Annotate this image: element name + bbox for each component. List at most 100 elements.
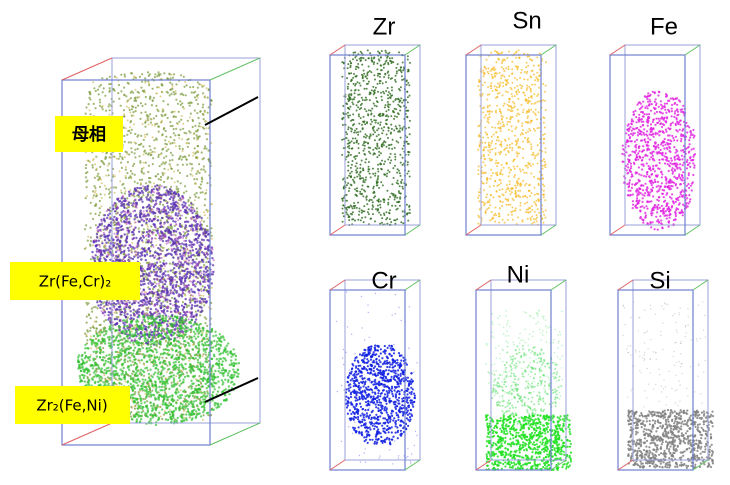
atom [207,233,209,235]
atom [165,240,167,242]
atom [90,202,92,204]
atom [206,182,208,184]
atom [124,211,126,213]
atom [189,392,191,394]
atom [121,244,123,246]
atom [89,113,91,115]
atom [194,96,196,98]
atom [165,357,167,359]
atom [145,259,147,261]
atom [118,329,120,331]
atom [156,139,158,141]
atom [109,229,111,231]
atom [183,231,185,233]
atom [115,236,117,238]
atom [90,212,92,214]
atom [183,306,185,308]
atom [161,279,163,281]
atom [153,232,155,234]
atom [164,143,166,145]
atom [177,164,179,166]
atom [164,274,166,276]
atom [146,331,148,333]
atom [143,364,145,366]
atom [203,128,205,130]
atom [146,224,148,226]
atom [202,106,204,108]
atom [116,318,118,320]
atom [177,301,179,303]
atom [134,133,136,135]
atom [85,106,87,108]
atom [171,154,173,156]
atom [105,372,107,374]
atom [128,221,130,223]
atom [142,302,144,304]
atom [102,312,104,314]
atom [104,194,106,196]
atom [174,329,176,331]
atom [182,198,184,200]
atom [169,300,171,302]
atom [154,292,156,294]
atom [166,193,168,195]
atom [174,221,176,223]
atom [132,246,134,248]
atom [195,227,197,229]
atom [192,274,194,276]
atom [190,288,192,290]
atom [167,103,169,105]
atom [165,230,167,232]
atom [159,248,161,250]
atom [150,225,152,227]
atom [181,93,183,95]
atom [207,217,209,219]
atom [86,160,88,162]
atom [134,76,136,78]
atom [147,80,149,82]
atom [154,305,156,307]
atom [159,203,161,205]
atom [147,171,149,173]
atom [170,93,172,95]
atom [117,212,119,214]
atom [193,397,195,399]
atom [200,298,202,300]
atom [110,157,112,159]
atom [196,242,198,244]
atom [144,379,146,381]
atom [163,237,165,239]
atom [91,164,93,166]
atom [170,215,172,217]
atom [175,90,177,92]
atom [184,376,186,378]
atom [193,137,195,139]
atom [211,282,213,284]
atom [114,192,116,194]
atom [86,322,88,324]
atom [123,214,125,216]
atom [92,166,94,168]
atom [118,249,120,251]
atom [203,304,205,306]
atom [186,258,188,260]
atom [190,173,192,175]
atom [169,89,171,91]
atom [134,156,136,158]
atom [136,207,138,209]
atom [103,334,105,336]
atom [181,138,183,140]
atom [187,253,189,255]
atom [112,254,114,256]
atom [161,134,163,136]
atom [120,90,122,92]
atom [176,308,178,310]
atom [119,180,121,182]
atom [194,233,196,235]
atom [171,311,173,313]
atom [190,254,192,256]
atom [206,253,208,255]
atom [99,246,101,248]
atom [157,297,159,299]
atom [167,211,169,213]
